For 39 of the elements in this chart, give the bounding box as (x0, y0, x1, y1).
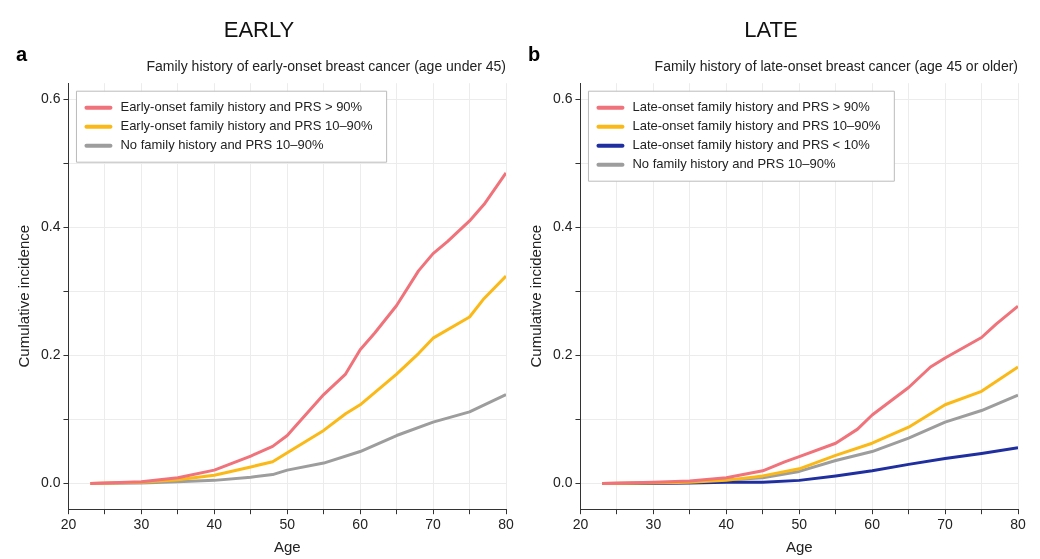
text: a (16, 43, 28, 66)
x-tick-label: 70 (937, 516, 954, 533)
text: b (528, 43, 541, 66)
legend-label: Early-onset family history and PRS > 90% (120, 99, 363, 115)
legend-label: Late-onset family history and PRS > 90% (632, 99, 871, 115)
y-tick-label: 0.2 (552, 346, 573, 363)
y-tick-label: 0.0 (40, 474, 61, 491)
legend-label: No family history and PRS 10–90% (632, 156, 836, 172)
y-tick-label: 0.6 (552, 90, 573, 107)
x-tick-label: 60 (864, 516, 881, 533)
chart-title: LATE (744, 17, 798, 43)
x-tick-label: 20 (60, 516, 77, 533)
y-axis-title: Cumulative incidence (527, 224, 545, 368)
y-tick-label: 0.4 (40, 218, 61, 235)
y-tick-label: 0.4 (552, 218, 573, 235)
legend-label: No family history and PRS 10–90% (120, 137, 324, 153)
legend-label: Late-onset family history and PRS 10–90% (632, 118, 881, 134)
x-tick-label: 30 (645, 516, 662, 533)
chart-subtitle: Family history of late-onset breast cancer (age 45 or older) (654, 57, 1018, 74)
x-tick-label: 50 (279, 516, 296, 533)
x-tick-label: 40 (718, 516, 735, 533)
x-axis-title: Age (273, 538, 301, 556)
x-tick-label: 60 (352, 516, 369, 533)
x-tick-label: 70 (425, 516, 442, 533)
y-tick-label: 0.6 (40, 90, 61, 107)
x-axis-title: Age (785, 538, 813, 556)
x-tick-label: 30 (133, 516, 150, 533)
legend-label: Early-onset family history and PRS 10–90% (120, 118, 374, 134)
x-tick-label: 40 (206, 516, 223, 533)
y-tick-label: 0.0 (552, 474, 573, 491)
y-tick-label: 0.2 (40, 346, 61, 363)
x-tick-label: 80 (1010, 516, 1026, 533)
y-axis-title: Cumulative incidence (15, 224, 33, 368)
chart-subtitle: Family history of early-onset breast cancer (age under 45) (146, 57, 506, 74)
x-tick-label: 50 (791, 516, 808, 533)
x-tick-label: 80 (498, 516, 514, 533)
legend-label: Late-onset family history and PRS < 10% (632, 137, 871, 153)
chart-title: EARLY (223, 17, 295, 43)
x-tick-label: 20 (572, 516, 589, 533)
